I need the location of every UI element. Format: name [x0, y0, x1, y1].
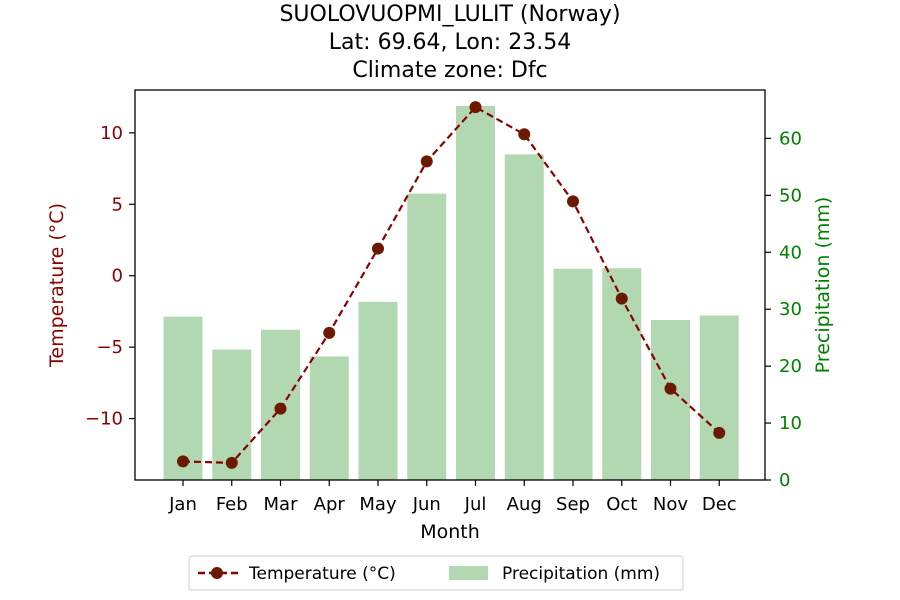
right-tick-label: 0 — [779, 470, 790, 491]
left-tick-label: 5 — [112, 194, 123, 215]
precip-bar-sep — [553, 268, 593, 480]
x-tick-label: Dec — [702, 494, 737, 515]
temperature-point-jul — [469, 101, 482, 114]
temperature-point-jan — [177, 455, 189, 468]
x-tick-label: May — [359, 494, 397, 515]
temperature-point-mar — [274, 402, 287, 415]
x-tick-label: Jun — [412, 494, 441, 515]
right-tick-label: 30 — [779, 299, 802, 320]
precip-bar-aug — [504, 154, 544, 481]
precip-bar-dec — [699, 315, 739, 480]
legend-box — [188, 555, 684, 591]
precip-bar-may — [358, 301, 398, 480]
right-axis-ticks: 0 10 20 30 40 50 60 — [765, 128, 802, 491]
temperature-point-oct — [615, 292, 628, 305]
left-axis-label: Temperature (°C) — [46, 203, 68, 368]
legend-temperature-marker — [211, 567, 223, 579]
right-tick-label: 40 — [779, 242, 802, 263]
precipitation-bars — [163, 105, 739, 481]
x-axis-ticks: Jan Feb Mar Apr May Jun Jul Aug Sep Oct Nov Dec — [168, 480, 737, 515]
left-tick-label: −10 — [85, 409, 123, 430]
temperature-point-apr — [323, 326, 336, 339]
precip-bar-jul — [456, 105, 495, 481]
temperature-point-feb — [225, 456, 238, 469]
x-tick-label: Apr — [314, 494, 346, 515]
x-tick-label: Jan — [168, 494, 197, 515]
x-tick-label: Aug — [507, 494, 542, 515]
title-line-3: Climate zone: Dfc — [352, 58, 547, 83]
precip-bar-jan — [163, 316, 203, 480]
temperature-point-jun — [420, 155, 433, 168]
x-tick-label: Oct — [606, 494, 637, 515]
legend-precipitation-label: Precipitation (mm) — [502, 564, 660, 584]
temperature-line-layer — [177, 101, 726, 469]
left-tick-label: −5 — [96, 337, 123, 358]
right-tick-label: 60 — [779, 128, 802, 149]
plot-frame — [134, 89, 766, 481]
x-tick-label: Nov — [653, 494, 688, 515]
left-tick-label: 10 — [100, 123, 123, 144]
x-tick-label: Mar — [264, 494, 299, 515]
temperature-line — [182, 105, 720, 464]
x-tick-label: Jul — [464, 494, 487, 515]
right-tick-label: 50 — [779, 185, 802, 206]
temperature-point-may — [372, 242, 384, 255]
precip-bar-jun — [407, 193, 447, 481]
legend: Temperature (°C) Precipitation (mm) — [188, 555, 684, 591]
title-line-1: SUOLOVUOPMI_LULIT (Norway) — [279, 2, 620, 27]
x-axis-label: Month — [420, 521, 480, 543]
x-tick-label: Feb — [216, 494, 248, 515]
left-axis-ticks: −10 −5 0 5 10 — [85, 123, 135, 430]
x-tick-label: Sep — [556, 494, 590, 515]
temperature-point-sep — [567, 195, 579, 208]
left-tick-label: 0 — [112, 266, 123, 287]
right-tick-label: 10 — [779, 413, 802, 434]
precip-bar-apr — [309, 356, 349, 480]
title-line-2: Lat: 69.64, Lon: 23.54 — [329, 30, 571, 55]
temperature-point-aug — [518, 128, 531, 141]
legend-precipitation-swatch — [449, 566, 488, 580]
temperature-point-nov — [664, 382, 677, 395]
legend-temperature-label: Temperature (°C) — [248, 564, 396, 584]
chart-title: SUOLOVUOPMI_LULIT (Norway) Lat: 69.64, L… — [279, 2, 620, 83]
temperature-point-dec — [713, 426, 726, 439]
right-tick-label: 20 — [779, 356, 802, 377]
right-axis-label: Precipitation (mm) — [812, 197, 834, 374]
